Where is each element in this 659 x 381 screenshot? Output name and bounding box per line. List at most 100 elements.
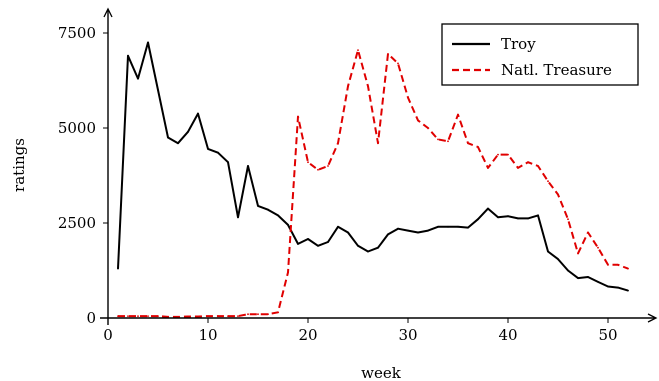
data-point-natl-treasure <box>267 313 269 316</box>
data-point-troy <box>577 277 579 279</box>
data-point-natl-treasure <box>137 315 139 317</box>
series-points-troy <box>117 41 629 292</box>
data-point-natl-treasure <box>327 165 329 167</box>
data-point-natl-treasure <box>517 167 519 169</box>
data-point-natl-treasure <box>367 85 369 88</box>
data-point-natl-treasure <box>477 146 479 148</box>
data-point-natl-treasure <box>567 218 569 221</box>
data-point-natl-treasure <box>617 263 619 266</box>
data-point-natl-treasure <box>467 142 469 145</box>
y-tick-label: 0 <box>86 309 96 327</box>
data-point-natl-treasure <box>317 168 319 171</box>
data-point-natl-treasure <box>187 315 189 318</box>
data-point-natl-treasure <box>307 161 309 164</box>
data-point-natl-treasure <box>217 315 219 317</box>
data-point-natl-treasure <box>237 315 239 317</box>
data-point-natl-treasure <box>497 153 499 156</box>
data-point-natl-treasure <box>457 113 459 116</box>
y-tick-label: 2500 <box>58 214 96 232</box>
data-point-troy <box>417 231 419 234</box>
data-point-natl-treasure <box>447 140 449 143</box>
data-point-troy <box>527 217 529 220</box>
data-point-troy <box>357 244 359 247</box>
y-axis-arrow-icon <box>103 7 113 18</box>
data-point-troy <box>327 241 329 243</box>
x-axis-arrow-icon <box>647 313 658 323</box>
data-point-troy <box>487 207 489 210</box>
data-point-natl-treasure <box>507 153 509 156</box>
y-axis-title: ratings <box>10 138 28 192</box>
data-point-natl-treasure <box>587 231 589 234</box>
x-tick-label: 0 <box>103 326 113 344</box>
data-point-troy <box>187 130 189 133</box>
data-point-natl-treasure <box>127 315 129 317</box>
data-point-natl-treasure <box>357 49 359 51</box>
x-tick-label: 50 <box>598 326 617 344</box>
data-point-natl-treasure <box>537 165 539 167</box>
data-point-natl-treasure <box>577 252 579 255</box>
data-point-troy <box>387 233 389 236</box>
data-point-natl-treasure <box>607 263 609 266</box>
data-point-troy <box>177 142 179 145</box>
data-point-troy <box>377 246 379 249</box>
data-point-natl-treasure <box>427 127 429 129</box>
data-point-natl-treasure <box>207 315 209 317</box>
data-point-troy <box>247 165 249 167</box>
data-point-natl-treasure <box>487 167 489 169</box>
data-point-natl-treasure <box>297 115 299 118</box>
data-point-troy <box>217 151 219 154</box>
data-point-troy <box>277 214 279 217</box>
x-tick-label: 40 <box>498 326 517 344</box>
x-tick-label: 30 <box>398 326 417 344</box>
x-tick-label: 10 <box>198 326 217 344</box>
data-point-natl-treasure <box>597 246 599 249</box>
series-line-troy <box>117 41 629 292</box>
data-point-natl-treasure <box>557 193 559 196</box>
data-point-troy <box>407 229 409 232</box>
y-tick-label: 7500 <box>58 24 96 42</box>
data-point-troy <box>627 289 629 292</box>
data-point-troy <box>517 217 519 220</box>
axes-layer <box>100 7 658 325</box>
data-point-troy <box>337 225 339 228</box>
y-tick-label: 5000 <box>58 119 96 137</box>
data-point-troy <box>167 136 169 139</box>
x-tick-label: 20 <box>298 326 317 344</box>
data-point-natl-treasure <box>627 267 629 270</box>
series-line-natl-treasure <box>118 49 629 318</box>
data-point-troy <box>347 231 349 234</box>
data-point-troy <box>287 224 289 226</box>
data-point-troy <box>367 250 369 253</box>
legend-label-natl-treasure: Natl. Treasure <box>501 61 612 79</box>
data-point-troy <box>127 54 129 57</box>
data-point-troy <box>137 77 139 80</box>
data-point-natl-treasure <box>417 119 419 122</box>
data-point-troy <box>597 281 599 283</box>
data-point-natl-treasure <box>257 313 259 316</box>
data-point-natl-treasure <box>407 96 409 99</box>
legend-label-troy: Troy <box>501 35 536 53</box>
series-points-natl-treasure <box>117 49 629 318</box>
data-point-troy <box>547 250 549 253</box>
data-point-troy <box>497 216 499 219</box>
legend-box <box>441 23 639 86</box>
data-point-troy <box>467 226 469 229</box>
data-point-natl-treasure <box>227 315 229 317</box>
data-point-natl-treasure <box>287 271 289 274</box>
data-point-troy <box>607 285 609 288</box>
data-point-troy <box>317 244 319 247</box>
series-layer <box>117 41 629 318</box>
data-point-natl-treasure <box>527 161 529 164</box>
data-point-troy <box>427 229 429 232</box>
data-point-troy <box>507 215 509 218</box>
data-point-natl-treasure <box>157 315 159 317</box>
data-point-troy <box>567 269 569 272</box>
data-point-troy <box>297 243 299 245</box>
data-point-troy <box>197 112 199 115</box>
data-point-natl-treasure <box>247 313 249 316</box>
x-axis-title: week <box>361 364 402 381</box>
data-point-natl-treasure <box>437 138 439 141</box>
data-point-troy <box>237 216 239 219</box>
data-point-troy <box>477 218 479 221</box>
